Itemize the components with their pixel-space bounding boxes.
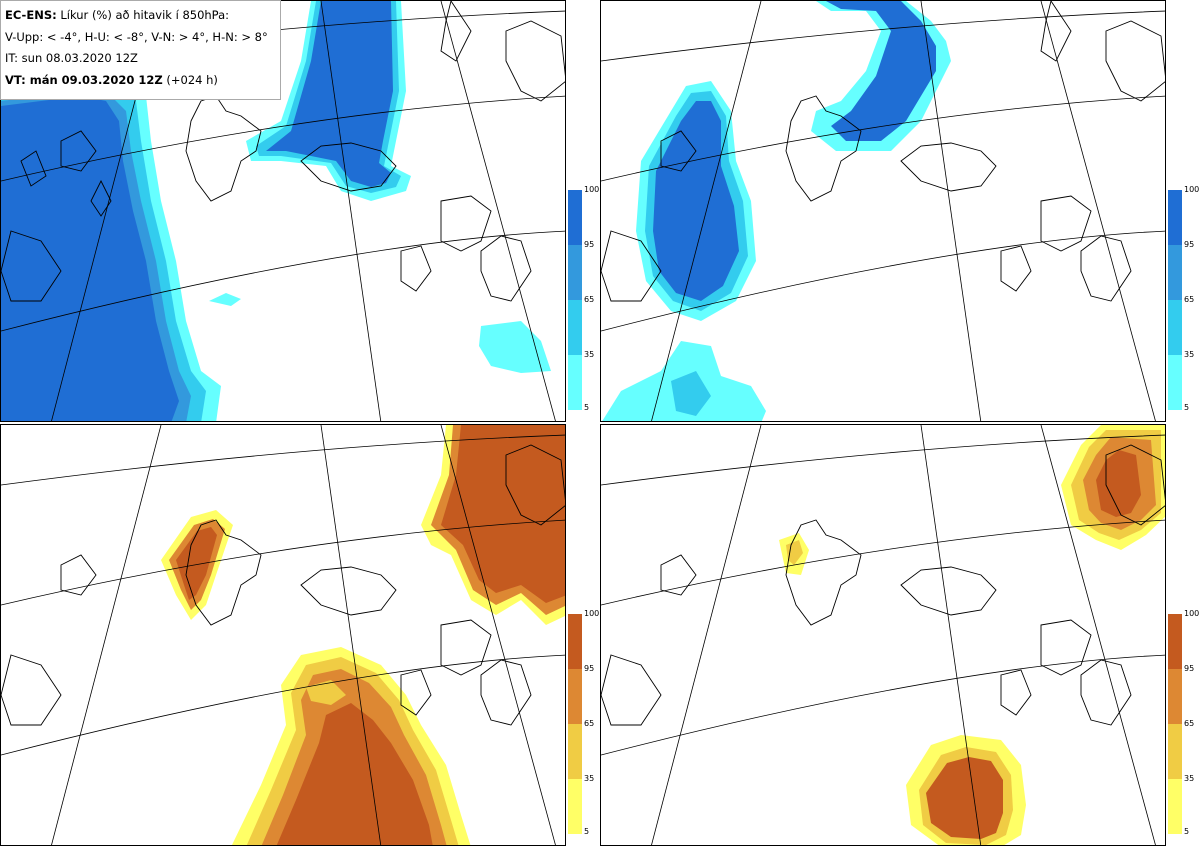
colorbar-band-35-65 [568,300,582,355]
coastlines [601,444,1165,726]
strong-warm-anomaly-map [601,425,1165,845]
colorbar-band-95-100 [1168,190,1182,245]
colorbar-band-65-95 [568,669,582,724]
legend-model-name: EC-ENS: [5,8,57,22]
coastlines [1,444,565,726]
cold-colorbar-top-left: 100 95 65 35 5 [568,186,599,412]
graticule [601,1,1165,421]
colorbar-label: 95 [1184,664,1195,673]
colorbar-label: 35 [1184,350,1195,359]
colorbar-label: 95 [584,240,595,249]
colorbar-band-95-100 [568,614,582,669]
colorbar-label: 100 [1184,609,1200,618]
colorbar-label: 65 [584,295,595,304]
colorbar-band-5-35 [568,355,582,410]
colorbar-label: 5 [584,827,590,836]
colorbar-label: 95 [1184,240,1195,249]
colorbar-label: 95 [584,664,595,673]
colorbar-band-65-95 [1168,245,1182,300]
strong-cold-anomaly-map [601,1,1165,421]
graticule [1,425,565,845]
cold-anomaly-probability-panel [0,0,566,422]
legend-lead-time: (+024 h) [166,72,218,87]
map-legend-box: EC-ENS: Líkur (%) að hitavik í 850hPa: V… [0,0,281,100]
colorbar-band-35-65 [1168,724,1182,779]
probability-shading [602,1,951,421]
colorbar-band-5-35 [568,779,582,834]
colorbar-label: 100 [584,609,600,618]
warm-colorbar-bottom-right: 100 95 65 35 5 [1168,610,1199,836]
colorbar-band-5-35 [1168,355,1182,410]
coastlines [601,1,1165,302]
colorbar-band-95-100 [568,190,582,245]
strong-cold-anomaly-probability-panel [600,0,1166,422]
colorbar-band-35-65 [1168,300,1182,355]
legend-line-4: VT: mán 09.03.2020 12Z (+024 h) [5,70,276,92]
colorbar-label: 5 [1184,827,1190,836]
colorbar-band-95-100 [1168,614,1182,669]
warm-colorbar-bottom-left: 100 95 65 35 5 [568,610,599,836]
probability-shading [161,425,565,845]
colorbar-band-5-35 [1168,779,1182,834]
legend-valid-time: VT: mán 09.03.2020 12Z [5,72,163,87]
cold-anomaly-map [1,1,565,421]
colorbar-label: 65 [584,719,595,728]
colorbar-label: 5 [584,403,590,412]
colorbar-label: 100 [1184,185,1200,194]
warm-anomaly-probability-panel [0,424,566,846]
probability-shading [779,425,1165,845]
cold-colorbar-top-right: 100 95 65 35 5 [1168,186,1199,412]
legend-line-2: V-Upp: < -4°, H-U: < -8°, V-N: > 4°, H-N… [5,29,268,44]
colorbar-label: 35 [584,350,595,359]
legend-line-1: EC-ENS: Líkur (%) að hitavik í 850hPa: [5,5,276,27]
colorbar-band-65-95 [568,245,582,300]
colorbar-band-65-95 [1168,669,1182,724]
colorbar-label: 65 [1184,295,1195,304]
colorbar-label: 35 [584,774,595,783]
colorbar-band-35-65 [568,724,582,779]
colorbar-label: 65 [1184,719,1195,728]
warm-anomaly-map [1,425,565,845]
legend-line-3: IT: sun 08.03.2020 12Z [5,51,138,65]
colorbar-label: 5 [1184,403,1190,412]
graticule [601,425,1165,845]
strong-warm-anomaly-probability-panel [600,424,1166,846]
colorbar-label: 100 [584,185,600,194]
legend-title: Líkur (%) að hitavik í 850hPa: [60,8,230,22]
colorbar-label: 35 [1184,774,1195,783]
